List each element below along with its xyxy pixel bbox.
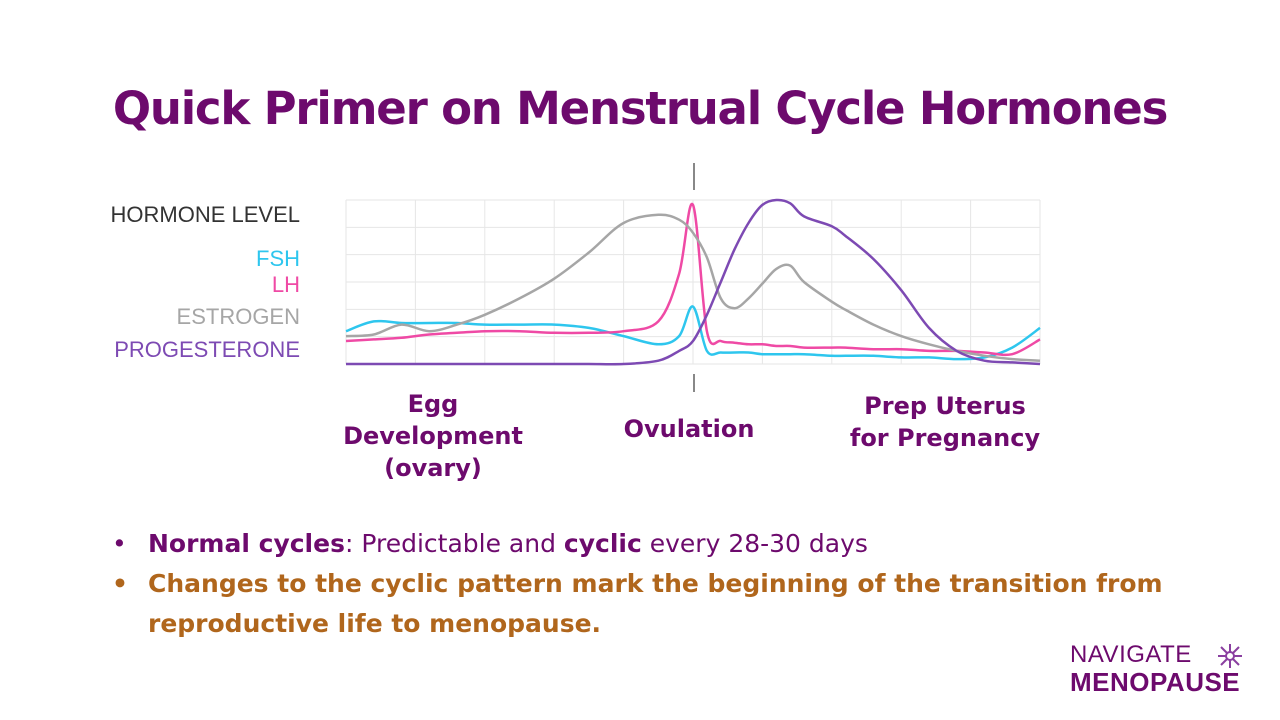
phase-prep-line-1: Prep Uterus (864, 392, 1026, 420)
legend-item-progesterone: PROGESTERONE (114, 337, 300, 362)
series-line-progesterone (346, 198, 1041, 366)
phase-egg-line-1: Egg (407, 390, 459, 418)
navigate-menopause-logo: NAVIGATE MENOPAUSE (1070, 641, 1242, 697)
bullet-changes-text: Changes to the cyclic pattern mark the b… (148, 569, 1163, 638)
page-title: Quick Primer on Menstrual Cycle Hormones (112, 82, 1169, 135)
logo-star-icon (1218, 644, 1242, 668)
bullet-text-1: : Predictable and (344, 529, 564, 558)
chart-lines (345, 198, 1041, 366)
series-line-fsh (345, 305, 1041, 361)
phase-egg-development: Egg Development (ovary) (330, 388, 536, 484)
logo-line-2: MENOPAUSE (1070, 667, 1241, 697)
legend-item-estrogen: ESTROGEN (176, 304, 300, 329)
phase-egg-line-2: Development (343, 422, 523, 450)
bullet-bold-cyclic: cyclic (563, 529, 642, 558)
bullet-normal-cycles: • Normal cycles: Predictable and cyclic … (112, 524, 1232, 564)
bullet-bold-normal-cycles: Normal cycles (148, 529, 345, 558)
bullet-text-2: every 28-30 days (641, 529, 868, 558)
phase-prep-uterus: Prep Uterus for Pregnancy (830, 390, 1060, 454)
series-line-lh (345, 202, 1041, 357)
bullet-dot: • (112, 529, 127, 558)
phase-ovulation: Ovulation (623, 415, 755, 443)
legend-item-fsh: FSH (256, 246, 300, 271)
bullet-list: • Normal cycles: Predictable and cyclic … (112, 524, 1232, 644)
phase-egg-line-3: (ovary) (384, 454, 482, 482)
legend-heading: HORMONE LEVEL (110, 202, 301, 227)
bullet-changes: • Changes to the cyclic pattern mark the… (112, 564, 1232, 644)
series-line-estrogen (345, 213, 1041, 362)
legend-item-lh: LH (271, 272, 300, 297)
bullet-dot: • (112, 569, 128, 598)
logo-line-1: NAVIGATE (1070, 641, 1192, 668)
phase-prep-line-2: for Pregnancy (849, 424, 1041, 452)
